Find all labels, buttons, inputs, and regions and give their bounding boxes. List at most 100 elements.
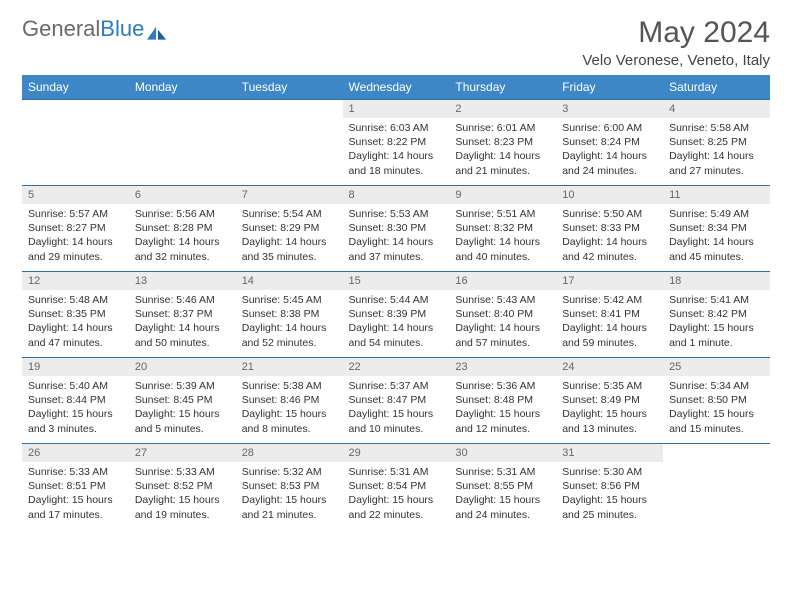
title-location: Velo Veronese, Veneto, Italy [582, 52, 770, 69]
day-details: Sunrise: 5:33 AMSunset: 8:52 PMDaylight:… [129, 462, 236, 526]
day-details: Sunrise: 5:37 AMSunset: 8:47 PMDaylight:… [343, 376, 450, 440]
calendar-day-cell: 4Sunrise: 5:58 AMSunset: 8:25 PMDaylight… [663, 100, 770, 186]
day-details: Sunrise: 5:40 AMSunset: 8:44 PMDaylight:… [22, 376, 129, 440]
calendar-day-cell: 24Sunrise: 5:35 AMSunset: 8:49 PMDayligh… [556, 358, 663, 444]
day-details: Sunrise: 6:03 AMSunset: 8:22 PMDaylight:… [343, 118, 450, 182]
day-details: Sunrise: 5:49 AMSunset: 8:34 PMDaylight:… [663, 204, 770, 268]
calendar-day-cell: 7Sunrise: 5:54 AMSunset: 8:29 PMDaylight… [236, 186, 343, 272]
day-number: 12 [22, 272, 129, 290]
day-details: Sunrise: 5:38 AMSunset: 8:46 PMDaylight:… [236, 376, 343, 440]
day-number: 16 [449, 272, 556, 290]
day-header: Monday [129, 75, 236, 100]
day-details: Sunrise: 5:44 AMSunset: 8:39 PMDaylight:… [343, 290, 450, 354]
brand-sail-icon [146, 21, 168, 37]
calendar-day-cell: 17Sunrise: 5:42 AMSunset: 8:41 PMDayligh… [556, 272, 663, 358]
calendar-day-cell: 27Sunrise: 5:33 AMSunset: 8:52 PMDayligh… [129, 444, 236, 530]
day-number: 30 [449, 444, 556, 462]
calendar-day-cell [129, 100, 236, 186]
calendar-day-cell: 29Sunrise: 5:31 AMSunset: 8:54 PMDayligh… [343, 444, 450, 530]
title-month: May 2024 [582, 16, 770, 50]
calendar-day-cell: 20Sunrise: 5:39 AMSunset: 8:45 PMDayligh… [129, 358, 236, 444]
calendar-day-cell [663, 444, 770, 530]
header: GeneralBlue May 2024 Velo Veronese, Vene… [22, 16, 770, 69]
day-number: 29 [343, 444, 450, 462]
day-details: Sunrise: 5:54 AMSunset: 8:29 PMDaylight:… [236, 204, 343, 268]
day-header: Tuesday [236, 75, 343, 100]
day-details: Sunrise: 5:43 AMSunset: 8:40 PMDaylight:… [449, 290, 556, 354]
day-number: 28 [236, 444, 343, 462]
day-number: 14 [236, 272, 343, 290]
calendar-day-cell [22, 100, 129, 186]
day-number: 5 [22, 186, 129, 204]
calendar-week-row: 1Sunrise: 6:03 AMSunset: 8:22 PMDaylight… [22, 100, 770, 186]
day-details: Sunrise: 5:39 AMSunset: 8:45 PMDaylight:… [129, 376, 236, 440]
day-number: 18 [663, 272, 770, 290]
calendar-week-row: 5Sunrise: 5:57 AMSunset: 8:27 PMDaylight… [22, 186, 770, 272]
day-header: Thursday [449, 75, 556, 100]
day-details: Sunrise: 6:00 AMSunset: 8:24 PMDaylight:… [556, 118, 663, 182]
day-details: Sunrise: 6:01 AMSunset: 8:23 PMDaylight:… [449, 118, 556, 182]
calendar-day-cell: 8Sunrise: 5:53 AMSunset: 8:30 PMDaylight… [343, 186, 450, 272]
day-number: 4 [663, 100, 770, 118]
day-number: 1 [343, 100, 450, 118]
day-header: Friday [556, 75, 663, 100]
calendar-day-cell: 2Sunrise: 6:01 AMSunset: 8:23 PMDaylight… [449, 100, 556, 186]
day-details: Sunrise: 5:34 AMSunset: 8:50 PMDaylight:… [663, 376, 770, 440]
day-number: 24 [556, 358, 663, 376]
day-details: Sunrise: 5:53 AMSunset: 8:30 PMDaylight:… [343, 204, 450, 268]
day-details: Sunrise: 5:35 AMSunset: 8:49 PMDaylight:… [556, 376, 663, 440]
day-details: Sunrise: 5:42 AMSunset: 8:41 PMDaylight:… [556, 290, 663, 354]
day-details: Sunrise: 5:30 AMSunset: 8:56 PMDaylight:… [556, 462, 663, 526]
day-number: 11 [663, 186, 770, 204]
day-details: Sunrise: 5:51 AMSunset: 8:32 PMDaylight:… [449, 204, 556, 268]
title-block: May 2024 Velo Veronese, Veneto, Italy [582, 16, 770, 69]
calendar-day-cell: 11Sunrise: 5:49 AMSunset: 8:34 PMDayligh… [663, 186, 770, 272]
calendar-day-cell: 1Sunrise: 6:03 AMSunset: 8:22 PMDaylight… [343, 100, 450, 186]
calendar-day-cell: 28Sunrise: 5:32 AMSunset: 8:53 PMDayligh… [236, 444, 343, 530]
day-header: Wednesday [343, 75, 450, 100]
day-header: Sunday [22, 75, 129, 100]
day-details: Sunrise: 5:46 AMSunset: 8:37 PMDaylight:… [129, 290, 236, 354]
day-details: Sunrise: 5:36 AMSunset: 8:48 PMDaylight:… [449, 376, 556, 440]
day-header-row: Sunday Monday Tuesday Wednesday Thursday… [22, 75, 770, 100]
brand-logo: GeneralBlue [22, 16, 168, 42]
day-number: 27 [129, 444, 236, 462]
calendar-day-cell: 23Sunrise: 5:36 AMSunset: 8:48 PMDayligh… [449, 358, 556, 444]
day-details: Sunrise: 5:56 AMSunset: 8:28 PMDaylight:… [129, 204, 236, 268]
day-details: Sunrise: 5:58 AMSunset: 8:25 PMDaylight:… [663, 118, 770, 182]
day-details: Sunrise: 5:31 AMSunset: 8:55 PMDaylight:… [449, 462, 556, 526]
calendar-day-cell: 5Sunrise: 5:57 AMSunset: 8:27 PMDaylight… [22, 186, 129, 272]
day-details: Sunrise: 5:31 AMSunset: 8:54 PMDaylight:… [343, 462, 450, 526]
day-number: 6 [129, 186, 236, 204]
brand-part2: Blue [100, 16, 144, 42]
calendar-day-cell: 18Sunrise: 5:41 AMSunset: 8:42 PMDayligh… [663, 272, 770, 358]
calendar-day-cell: 16Sunrise: 5:43 AMSunset: 8:40 PMDayligh… [449, 272, 556, 358]
day-number: 25 [663, 358, 770, 376]
calendar-day-cell: 15Sunrise: 5:44 AMSunset: 8:39 PMDayligh… [343, 272, 450, 358]
day-number: 19 [22, 358, 129, 376]
day-number: 7 [236, 186, 343, 204]
calendar-day-cell: 21Sunrise: 5:38 AMSunset: 8:46 PMDayligh… [236, 358, 343, 444]
brand-part1: General [22, 16, 100, 42]
day-number: 21 [236, 358, 343, 376]
day-number: 3 [556, 100, 663, 118]
day-details: Sunrise: 5:48 AMSunset: 8:35 PMDaylight:… [22, 290, 129, 354]
calendar-day-cell [236, 100, 343, 186]
day-details: Sunrise: 5:32 AMSunset: 8:53 PMDaylight:… [236, 462, 343, 526]
calendar-day-cell: 30Sunrise: 5:31 AMSunset: 8:55 PMDayligh… [449, 444, 556, 530]
day-number: 23 [449, 358, 556, 376]
day-number: 22 [343, 358, 450, 376]
calendar-week-row: 26Sunrise: 5:33 AMSunset: 8:51 PMDayligh… [22, 444, 770, 530]
day-details: Sunrise: 5:33 AMSunset: 8:51 PMDaylight:… [22, 462, 129, 526]
calendar-day-cell: 25Sunrise: 5:34 AMSunset: 8:50 PMDayligh… [663, 358, 770, 444]
calendar-day-cell: 31Sunrise: 5:30 AMSunset: 8:56 PMDayligh… [556, 444, 663, 530]
calendar-week-row: 12Sunrise: 5:48 AMSunset: 8:35 PMDayligh… [22, 272, 770, 358]
calendar-day-cell: 13Sunrise: 5:46 AMSunset: 8:37 PMDayligh… [129, 272, 236, 358]
day-details: Sunrise: 5:41 AMSunset: 8:42 PMDaylight:… [663, 290, 770, 354]
day-number: 8 [343, 186, 450, 204]
calendar-day-cell: 19Sunrise: 5:40 AMSunset: 8:44 PMDayligh… [22, 358, 129, 444]
day-number: 31 [556, 444, 663, 462]
day-number: 15 [343, 272, 450, 290]
calendar-day-cell: 22Sunrise: 5:37 AMSunset: 8:47 PMDayligh… [343, 358, 450, 444]
day-number: 13 [129, 272, 236, 290]
